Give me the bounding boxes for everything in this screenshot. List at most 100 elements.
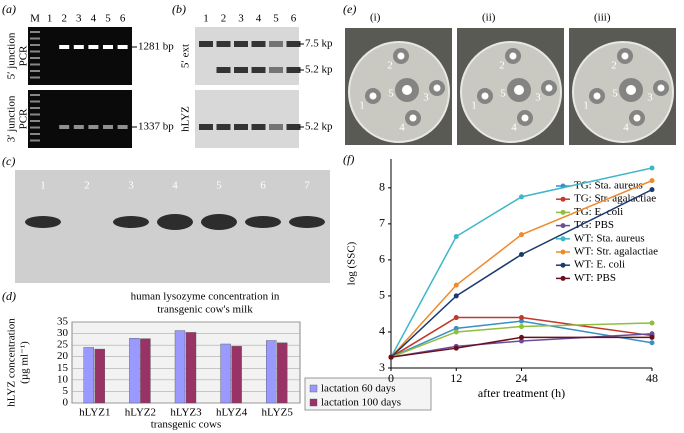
ladder-band bbox=[30, 107, 40, 109]
legend-label: TG: PBS bbox=[574, 219, 614, 231]
well bbox=[514, 85, 524, 95]
point bbox=[519, 318, 524, 324]
well-label: 1 bbox=[583, 100, 589, 112]
band bbox=[234, 41, 248, 47]
well bbox=[369, 92, 377, 100]
well bbox=[433, 84, 441, 92]
band bbox=[199, 124, 213, 130]
band bbox=[59, 45, 70, 49]
panel-label: (d) bbox=[2, 289, 16, 303]
band bbox=[199, 41, 213, 47]
lane-label: 4 bbox=[91, 13, 97, 25]
x-tick-label: hLYZ4 bbox=[216, 407, 248, 419]
point bbox=[519, 324, 524, 330]
legend-marker bbox=[560, 196, 566, 202]
panel-label: (a) bbox=[2, 2, 16, 16]
series-line bbox=[390, 179, 653, 358]
band bbox=[59, 125, 70, 129]
y-tick-label: 10 bbox=[57, 373, 69, 385]
lane-label: 3 bbox=[76, 13, 82, 25]
series-line bbox=[390, 188, 653, 358]
ladder-band bbox=[30, 50, 40, 53]
x-tick-label: hLYZ3 bbox=[170, 407, 202, 419]
band bbox=[245, 216, 281, 228]
gel bbox=[195, 27, 299, 85]
well bbox=[521, 114, 529, 122]
well bbox=[509, 52, 517, 60]
y-tick-label: 5 bbox=[63, 385, 69, 397]
point bbox=[649, 331, 655, 337]
point bbox=[649, 334, 655, 340]
lane-label: 1 bbox=[40, 180, 46, 192]
x-tick-label: 0 bbox=[388, 371, 394, 385]
point bbox=[519, 315, 524, 321]
ladder-band bbox=[30, 31, 40, 33]
lane-label: 2 bbox=[61, 13, 67, 25]
y-tick-label: 30 bbox=[57, 327, 69, 339]
ladder-band bbox=[30, 37, 40, 40]
x-tick-label: hLYZ5 bbox=[262, 407, 294, 419]
band bbox=[216, 41, 231, 47]
size-label: 5.2 kp bbox=[305, 64, 333, 76]
bar bbox=[185, 332, 197, 404]
row-title: (µg ml⁻¹) bbox=[19, 341, 31, 384]
y-tick-label: 3 bbox=[379, 360, 385, 374]
y-tick-label: 25 bbox=[57, 339, 69, 351]
band bbox=[201, 214, 237, 230]
x-tick-label: hLYZ2 bbox=[125, 407, 156, 419]
size-label: 7.5 kp bbox=[305, 38, 333, 50]
band bbox=[269, 67, 283, 73]
ladder-band bbox=[30, 139, 40, 142]
legend-box bbox=[304, 377, 432, 411]
legend-marker bbox=[560, 262, 566, 268]
ladder-band bbox=[30, 44, 40, 46]
point bbox=[453, 293, 459, 299]
band bbox=[216, 67, 231, 73]
row-title: 3′ junction bbox=[6, 95, 18, 142]
point bbox=[519, 232, 524, 238]
band bbox=[251, 41, 266, 47]
legend-swatch bbox=[309, 398, 318, 407]
point bbox=[519, 334, 524, 340]
point bbox=[453, 329, 459, 335]
row-title: 5′ junction bbox=[6, 32, 18, 79]
lane-label: 3 bbox=[128, 180, 134, 192]
row-title: log (SSC) bbox=[346, 241, 358, 285]
gel bbox=[195, 90, 299, 148]
band bbox=[73, 125, 84, 129]
well-label: 5 bbox=[612, 88, 618, 100]
x-axis-label: after treatment (h) bbox=[478, 386, 565, 400]
ladder-band bbox=[30, 57, 40, 59]
band bbox=[88, 125, 99, 129]
ladder-band bbox=[30, 63, 40, 66]
well-label: 3 bbox=[647, 92, 653, 104]
lane-label: 5 bbox=[216, 180, 222, 192]
panel-label: (b) bbox=[172, 2, 186, 16]
x-tick-label: hLYZ1 bbox=[79, 407, 110, 419]
point bbox=[519, 338, 524, 344]
point bbox=[649, 320, 655, 326]
legend-label: WT: Str. agalactiae bbox=[574, 246, 658, 258]
legend-label: WT: E. coli bbox=[574, 259, 625, 271]
plate-label: (i) bbox=[370, 12, 381, 24]
band bbox=[286, 124, 301, 130]
legend-label: lactation 60 days bbox=[321, 383, 396, 395]
bar bbox=[231, 346, 242, 404]
band bbox=[234, 124, 248, 130]
band bbox=[269, 41, 283, 47]
x-tick-label: 24 bbox=[516, 371, 528, 385]
bar bbox=[277, 342, 288, 404]
ladder-band bbox=[30, 100, 40, 103]
y-tick-label: 5 bbox=[379, 288, 385, 302]
band bbox=[73, 45, 84, 49]
lane-label: 5 bbox=[105, 13, 111, 25]
point bbox=[519, 251, 524, 257]
y-tick-label: 4 bbox=[379, 324, 385, 338]
bar bbox=[220, 343, 231, 404]
band bbox=[286, 67, 301, 73]
ladder-band bbox=[30, 133, 40, 135]
chart-title: transgenic cow's milk bbox=[157, 304, 253, 316]
row-title: hLYZ bbox=[180, 106, 192, 132]
well-label: 4 bbox=[511, 122, 517, 134]
series-line bbox=[390, 316, 653, 358]
